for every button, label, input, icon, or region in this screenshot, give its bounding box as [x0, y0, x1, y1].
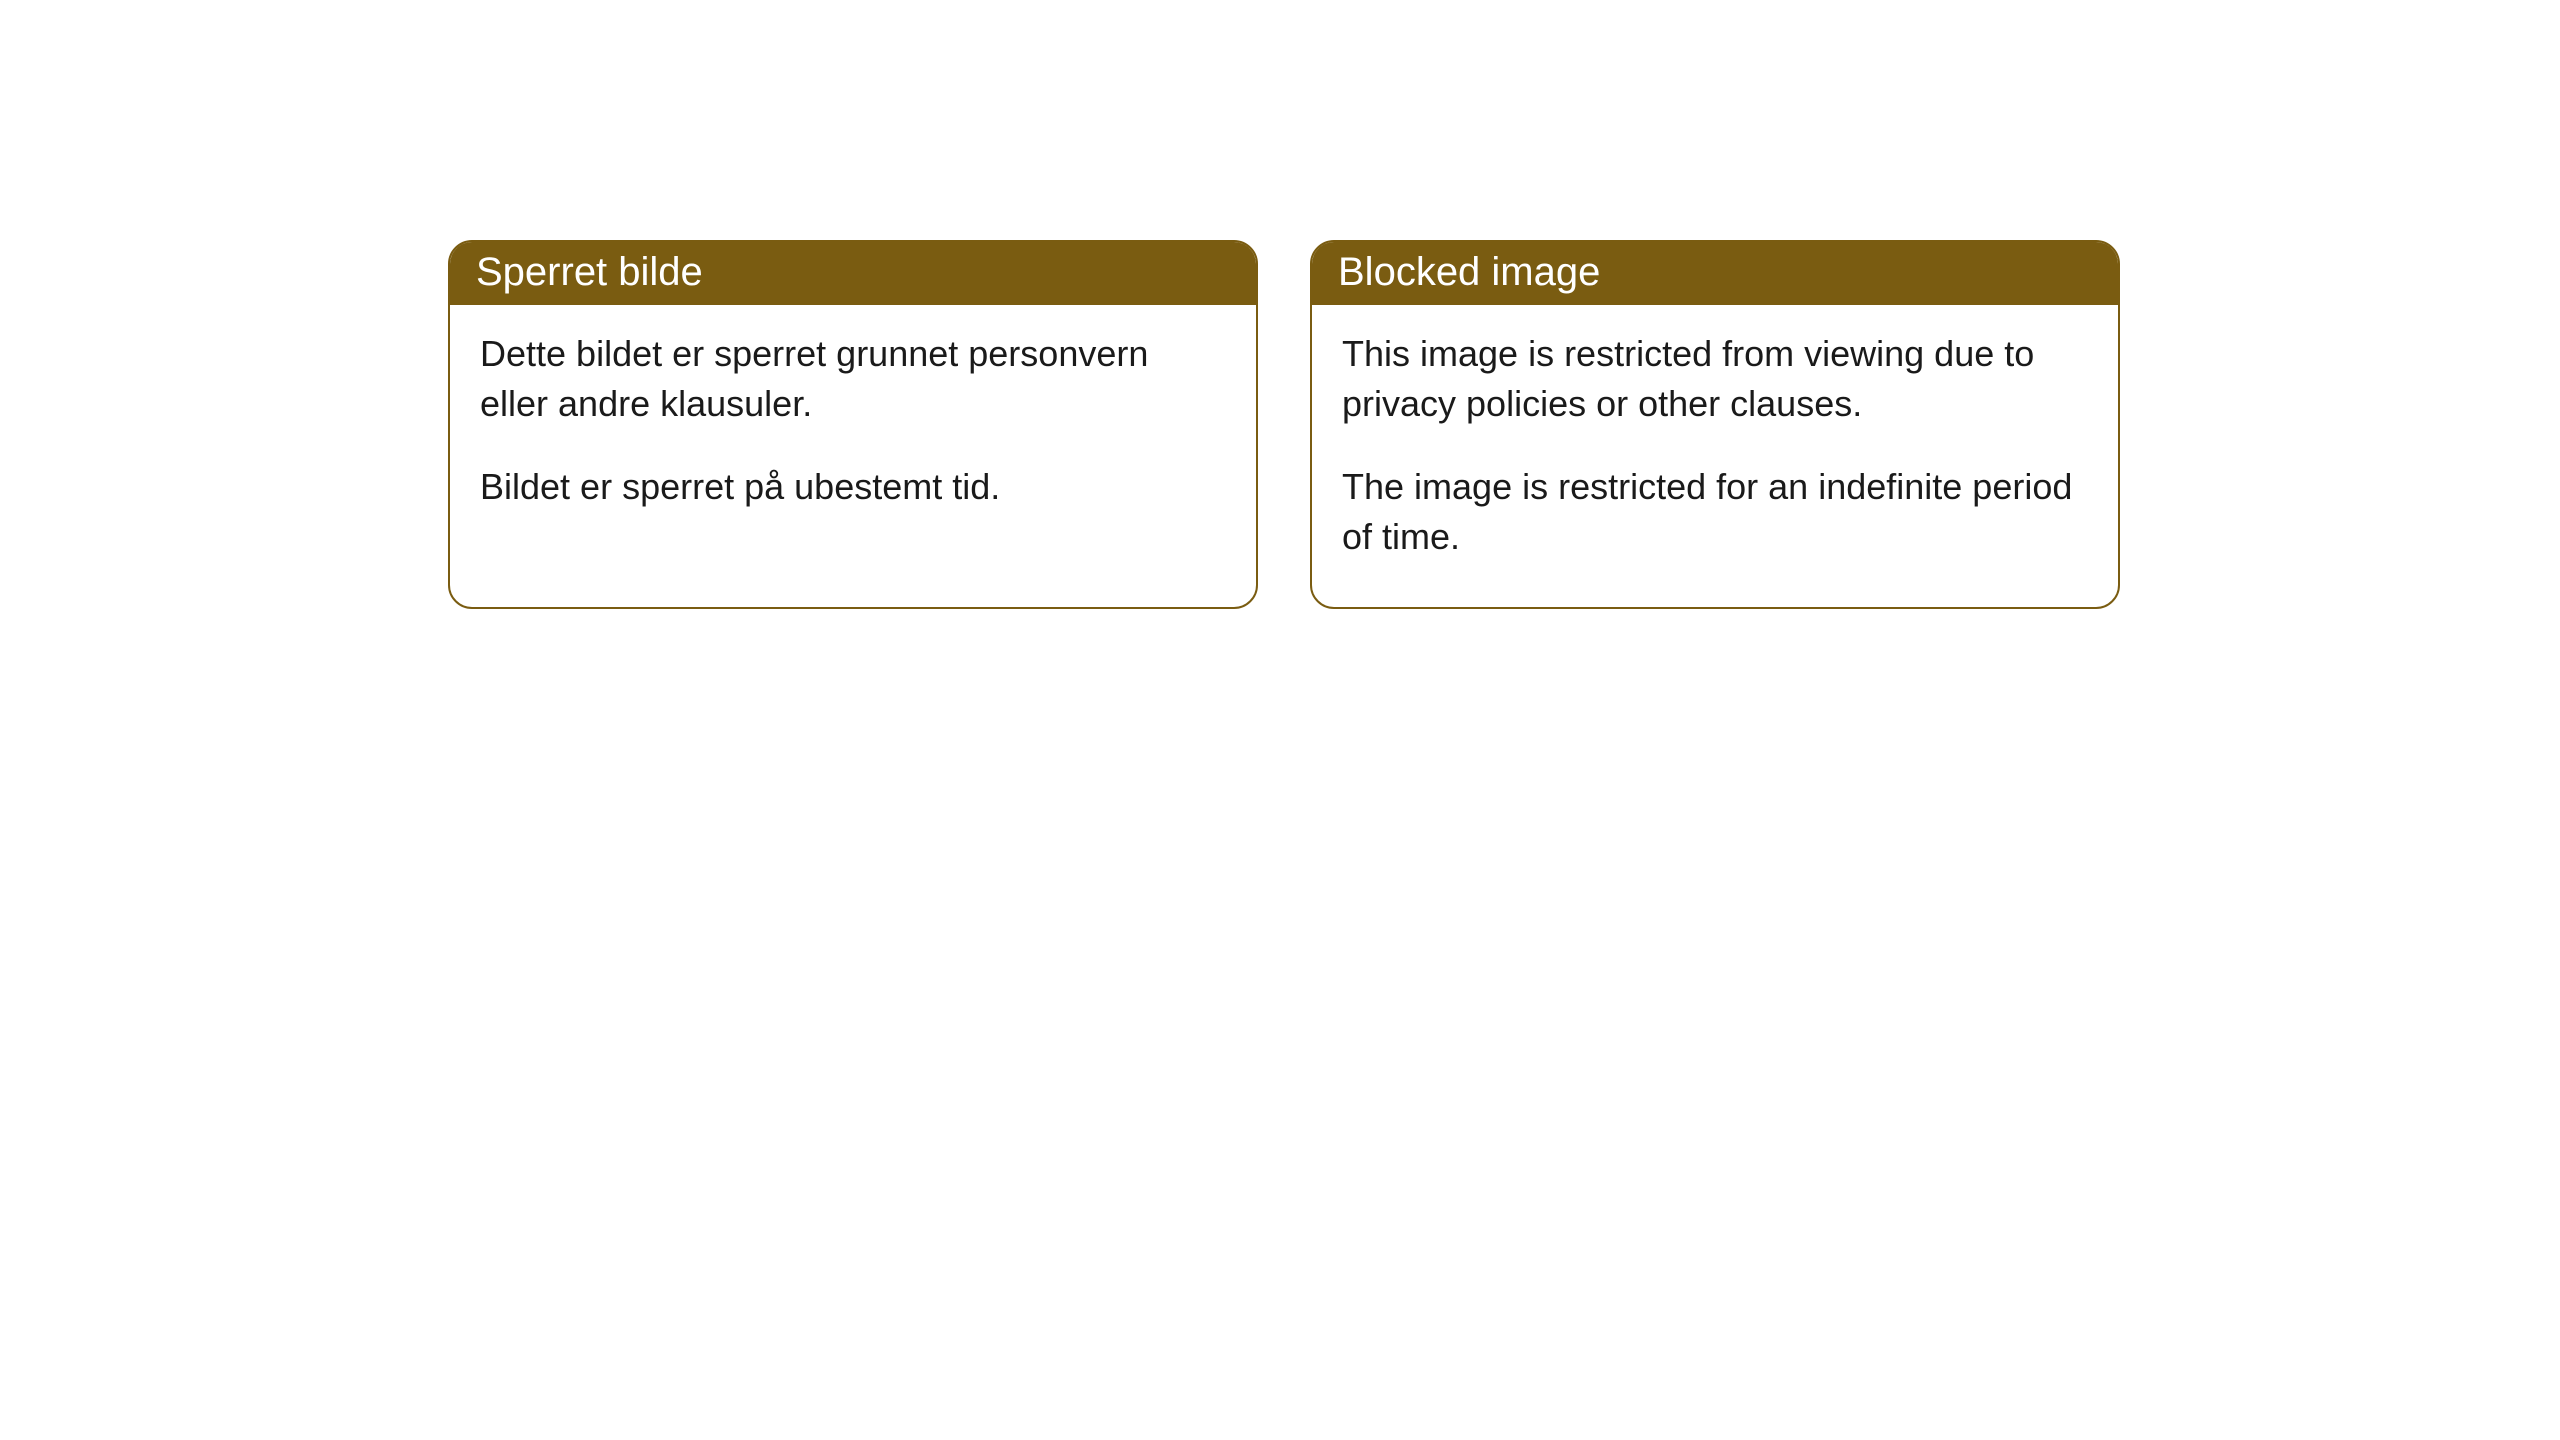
- card-paragraph: Bildet er sperret på ubestemt tid.: [480, 462, 1226, 512]
- blocked-image-card-norwegian: Sperret bilde Dette bildet er sperret gr…: [448, 240, 1258, 609]
- card-title: Sperret bilde: [476, 250, 703, 294]
- card-paragraph: Dette bildet er sperret grunnet personve…: [480, 329, 1226, 430]
- card-title: Blocked image: [1338, 250, 1600, 294]
- card-header-norwegian: Sperret bilde: [450, 242, 1256, 305]
- card-body-english: This image is restricted from viewing du…: [1312, 305, 2118, 607]
- card-body-norwegian: Dette bildet er sperret grunnet personve…: [450, 305, 1256, 556]
- notice-cards-container: Sperret bilde Dette bildet er sperret gr…: [0, 0, 2560, 609]
- card-paragraph: The image is restricted for an indefinit…: [1342, 462, 2088, 563]
- card-paragraph: This image is restricted from viewing du…: [1342, 329, 2088, 430]
- card-header-english: Blocked image: [1312, 242, 2118, 305]
- blocked-image-card-english: Blocked image This image is restricted f…: [1310, 240, 2120, 609]
